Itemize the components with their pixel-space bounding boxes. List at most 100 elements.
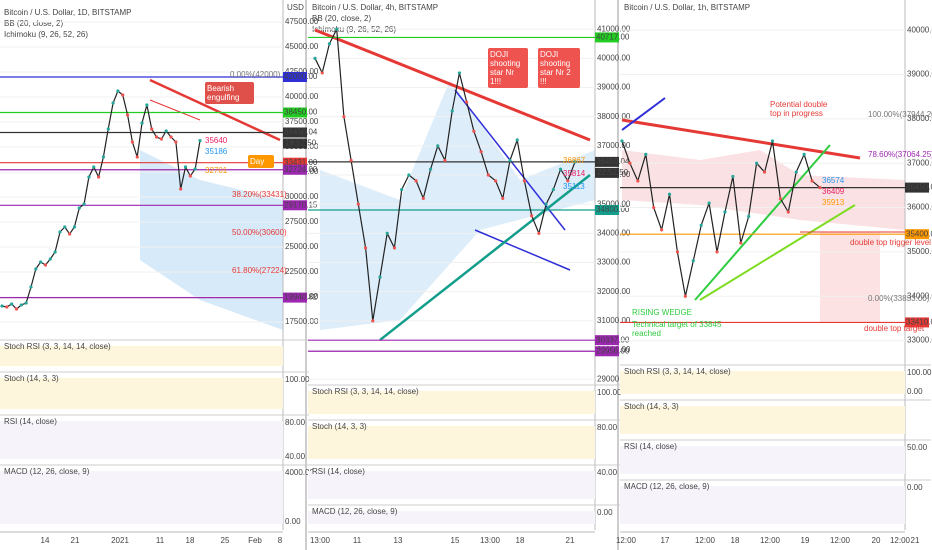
annotation: double top target xyxy=(864,324,925,333)
annotation: DOJI shooting star Nr 2 !!! xyxy=(538,48,580,88)
close-point xyxy=(92,165,96,169)
pane-tick-label: 40.00 xyxy=(285,452,306,461)
time-label: 11 xyxy=(156,536,165,545)
y-tick-label: 45000.00 xyxy=(285,42,319,51)
time-label: 20 xyxy=(872,536,881,545)
close-point xyxy=(794,170,798,174)
close-point xyxy=(5,305,9,309)
close-point xyxy=(164,129,168,133)
close-point xyxy=(378,275,382,279)
y-tick-label: 34000.00 xyxy=(597,228,631,237)
price-label-box xyxy=(905,182,929,193)
annotation: 35913 xyxy=(822,198,845,207)
close-point xyxy=(515,138,519,142)
close-point xyxy=(106,127,110,131)
time-label: 18 xyxy=(731,536,740,545)
close-point xyxy=(43,263,48,267)
y-tick-label: 38000.00 xyxy=(907,114,932,123)
annotation: 61.80%(27224) xyxy=(232,266,287,275)
trend-line xyxy=(621,118,861,160)
y-tick-label: 22500.00 xyxy=(285,267,319,276)
annotation: Technical target of 33845 reached xyxy=(632,320,722,338)
annotation: 35113 xyxy=(563,182,585,191)
annotation: 0.00%(42000) xyxy=(230,70,281,79)
close-point xyxy=(39,260,43,264)
close-point xyxy=(715,250,719,254)
price-label: 36450.04 xyxy=(906,183,932,192)
price-label-box xyxy=(283,164,307,175)
time-label: 21 xyxy=(71,536,80,545)
close-point xyxy=(723,210,727,214)
pane-band xyxy=(0,421,283,459)
pane-label: MACD (12, 26, close, 9) xyxy=(312,507,398,516)
close-point xyxy=(457,71,462,75)
time-label: 2021 xyxy=(111,536,129,545)
time-label: 25 xyxy=(221,536,230,545)
time-label: 11 xyxy=(353,536,362,545)
close-point xyxy=(421,196,425,200)
price-label-box xyxy=(595,32,619,43)
price-line xyxy=(621,140,821,297)
close-point xyxy=(465,100,469,104)
close-point xyxy=(0,304,4,308)
y-tick-label: 37500.00 xyxy=(285,117,319,126)
close-point xyxy=(135,155,139,159)
annotation: 36409 xyxy=(822,187,845,196)
close-point xyxy=(313,56,317,60)
y-tick-label: 36000.00 xyxy=(907,203,932,212)
time-label: 13:00 xyxy=(480,536,501,545)
close-point xyxy=(335,27,339,31)
y-tick-label: 37000.00 xyxy=(907,158,932,167)
close-point xyxy=(699,223,703,227)
close-point xyxy=(188,174,192,178)
price-label-box xyxy=(283,127,307,138)
y-tick-label: 29000.00 xyxy=(597,374,631,383)
pane-label: Stoch RSI (3, 3, 14, 14, close) xyxy=(4,342,111,351)
close-point xyxy=(770,139,775,143)
price-label: 38450.00 xyxy=(284,108,318,117)
pane-band xyxy=(0,378,283,409)
close-point xyxy=(72,225,77,229)
close-point xyxy=(691,259,695,263)
close-point xyxy=(63,225,67,229)
close-point xyxy=(479,150,483,154)
target-zone xyxy=(820,232,880,322)
close-point xyxy=(145,103,149,107)
clock-box xyxy=(283,138,307,149)
ichimoku-cloud xyxy=(320,80,595,330)
pane-band xyxy=(308,511,595,524)
trend-line xyxy=(149,99,201,121)
clock-box xyxy=(595,167,619,178)
ichimoku-cloud xyxy=(140,150,283,330)
pane-band xyxy=(308,426,595,459)
pane-band xyxy=(620,446,905,474)
close-point xyxy=(48,257,52,261)
close-point xyxy=(342,115,346,119)
close-point xyxy=(150,127,154,131)
price-label-box xyxy=(595,335,619,346)
time-label: 12:00 xyxy=(695,536,716,545)
pane-band xyxy=(620,371,905,394)
close-point xyxy=(818,186,822,190)
close-point xyxy=(707,201,711,205)
close-point xyxy=(644,152,648,156)
indicator-label: Ichimoku (9, 26, 52, 26) xyxy=(4,30,88,39)
time-label: 12:00 xyxy=(616,536,637,545)
price-label: 29170.15 xyxy=(284,200,318,209)
time-label: 12:00 xyxy=(760,536,781,545)
pane-tick-label: 0.00 xyxy=(907,387,923,396)
pane-band xyxy=(620,406,905,434)
y-tick-label: 35000.00 xyxy=(907,247,932,256)
pane-band xyxy=(620,486,905,524)
y-tick-label: 17500.00 xyxy=(285,317,319,326)
annotation: DOJI shooting star Nr 1!!! xyxy=(488,48,528,88)
time-label: 17 xyxy=(661,536,670,545)
close-point xyxy=(87,175,91,179)
pane-tick-label: 0.00 xyxy=(597,508,613,517)
close-point xyxy=(472,129,476,133)
price-label: 33431.00 xyxy=(284,158,318,167)
y-tick-label: 25000.00 xyxy=(285,242,319,251)
price-label-box xyxy=(595,205,619,215)
pane-tick-label: 4000.00 xyxy=(285,468,314,477)
close-point xyxy=(179,187,183,191)
